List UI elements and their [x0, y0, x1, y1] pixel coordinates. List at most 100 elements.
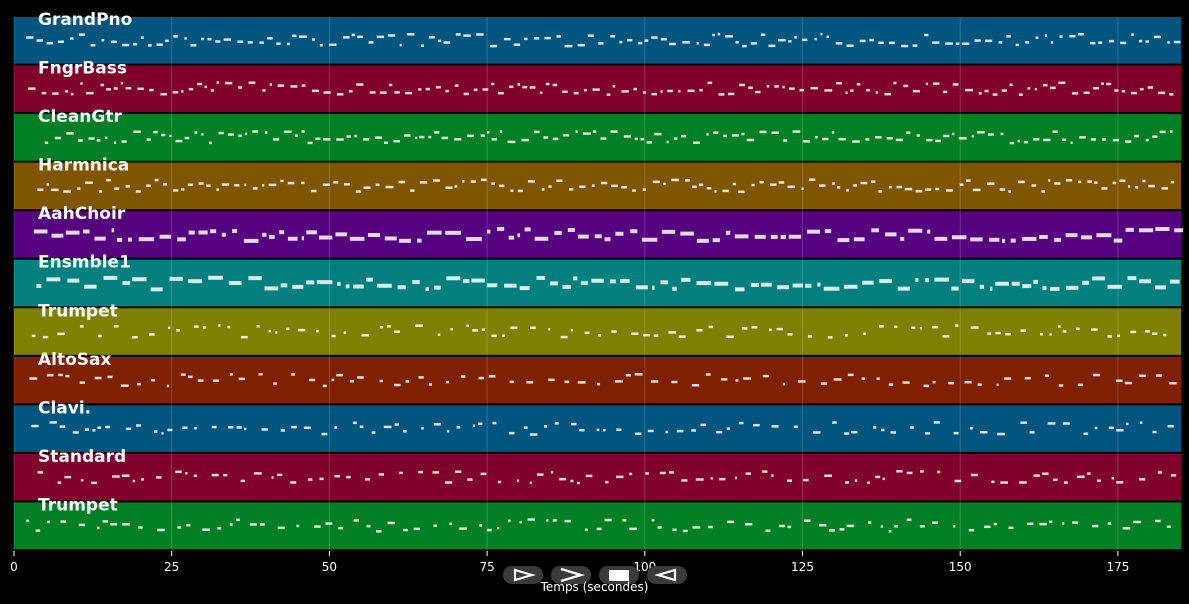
note — [1112, 138, 1120, 142]
note — [33, 229, 48, 234]
note — [984, 39, 993, 43]
note — [472, 424, 476, 428]
note — [331, 378, 335, 382]
note — [661, 229, 676, 234]
note — [166, 384, 170, 388]
note — [1075, 327, 1080, 331]
note — [1116, 481, 1124, 484]
note — [1121, 90, 1126, 93]
note — [743, 377, 752, 380]
note — [419, 181, 428, 184]
note — [349, 236, 365, 241]
note — [797, 380, 806, 383]
note — [329, 43, 337, 47]
play-button[interactable] — [503, 566, 543, 584]
note — [908, 228, 923, 233]
note — [805, 283, 812, 288]
note — [443, 41, 451, 44]
note — [149, 88, 154, 92]
note — [480, 472, 487, 476]
note — [640, 137, 645, 141]
note — [612, 85, 616, 88]
note — [1058, 384, 1064, 387]
rewind-button[interactable] — [647, 566, 687, 584]
note — [527, 180, 536, 183]
note — [753, 423, 760, 427]
note — [598, 42, 604, 45]
note — [746, 138, 755, 142]
note — [271, 476, 274, 479]
note — [101, 39, 105, 42]
note — [376, 530, 382, 533]
fast-forward-button[interactable] — [551, 566, 591, 584]
note — [575, 130, 578, 133]
note — [893, 525, 898, 528]
note — [275, 331, 278, 334]
note — [138, 237, 155, 242]
note — [238, 377, 245, 381]
note — [871, 228, 879, 233]
note — [211, 473, 219, 477]
note — [156, 476, 162, 479]
note — [132, 479, 136, 483]
note — [184, 37, 187, 40]
note — [1101, 82, 1104, 85]
note — [1043, 138, 1051, 142]
note — [437, 333, 441, 336]
note — [51, 188, 59, 192]
note — [760, 33, 766, 37]
note — [497, 480, 502, 484]
note — [1083, 91, 1090, 95]
note — [346, 135, 351, 138]
note — [280, 179, 284, 183]
note — [564, 380, 570, 384]
note — [103, 275, 118, 280]
note — [418, 88, 422, 91]
note — [363, 138, 369, 141]
note — [227, 133, 235, 136]
note — [198, 230, 208, 235]
note — [726, 427, 730, 430]
note — [140, 36, 144, 39]
note — [285, 327, 290, 331]
note — [1127, 185, 1131, 188]
note — [478, 376, 485, 380]
note — [1004, 377, 1012, 380]
note — [984, 89, 989, 93]
note — [463, 34, 471, 37]
note — [268, 183, 277, 187]
stop-button[interactable] — [599, 566, 639, 584]
note — [366, 277, 373, 282]
note — [141, 478, 145, 481]
note — [788, 87, 795, 90]
note — [122, 281, 131, 286]
note — [536, 275, 546, 280]
note — [1115, 379, 1123, 383]
note — [375, 183, 380, 187]
note — [135, 190, 141, 193]
note — [57, 40, 64, 43]
note — [110, 522, 118, 526]
note — [933, 421, 940, 424]
note — [774, 85, 779, 88]
note — [513, 43, 521, 46]
note — [893, 325, 898, 329]
note — [256, 324, 260, 328]
note — [519, 286, 530, 291]
note — [410, 189, 415, 192]
note — [671, 380, 678, 384]
note — [719, 477, 726, 481]
note — [717, 32, 721, 36]
note — [836, 81, 843, 85]
note — [819, 523, 827, 527]
note — [1139, 87, 1144, 91]
note — [1054, 237, 1061, 242]
note — [592, 130, 597, 133]
note — [926, 138, 933, 142]
note — [159, 234, 172, 239]
note — [1062, 138, 1067, 142]
note — [548, 328, 551, 331]
note — [167, 326, 171, 330]
note — [1017, 139, 1020, 143]
note — [1094, 181, 1098, 184]
